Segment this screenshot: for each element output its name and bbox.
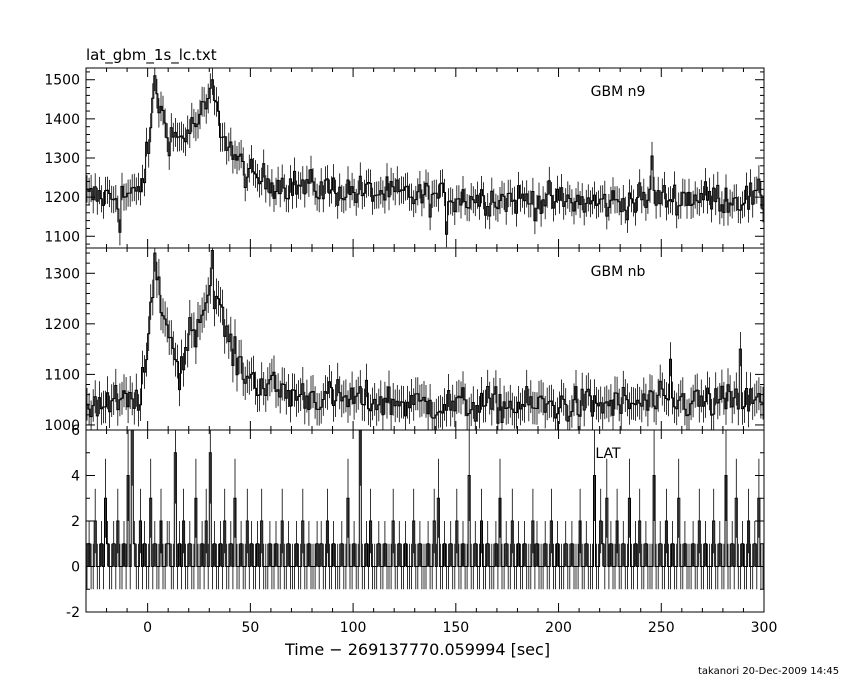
x-tick-label: 200 xyxy=(545,620,572,636)
x-tick-label: 100 xyxy=(340,620,367,636)
y-tick-label: 1400 xyxy=(44,112,80,128)
y-tick-label: 0 xyxy=(71,560,80,576)
x-tick-label: 250 xyxy=(648,620,675,636)
x-axis-label: Time − 269137770.059994 [sec] xyxy=(285,640,551,659)
y-tick-label: 4 xyxy=(71,469,80,485)
y-tick-label: 1200 xyxy=(44,317,80,333)
y-tick-label: 6 xyxy=(71,423,80,439)
y-tick-label: 1100 xyxy=(44,229,80,245)
x-tick-label: 300 xyxy=(751,620,778,636)
y-tick-label: 1300 xyxy=(44,151,80,167)
y-tick-label: -2 xyxy=(66,605,80,621)
y-tick-label: 2 xyxy=(71,514,80,530)
x-tick-label: 150 xyxy=(442,620,469,636)
series-line xyxy=(86,430,764,567)
y-tick-label: 1000 xyxy=(44,418,80,434)
series-line xyxy=(86,250,764,424)
panel-label: GBM n9 xyxy=(591,84,646,100)
x-tick-label: 50 xyxy=(241,620,259,636)
x-tick-label: 0 xyxy=(143,620,152,636)
y-tick-label: 1100 xyxy=(44,367,80,383)
panel-frame xyxy=(85,67,765,249)
panel-label: LAT xyxy=(595,446,621,462)
chart-title: lat_gbm_1s_lc.txt xyxy=(86,46,217,64)
panel-label: GBM nb xyxy=(591,264,646,280)
y-tick-label: 1500 xyxy=(44,73,80,89)
series-errorbars xyxy=(86,68,764,248)
series-line xyxy=(86,75,764,235)
y-tick-label: 1200 xyxy=(44,190,80,206)
footer-stamp: takanori 20-Dec-2009 14:45 xyxy=(698,666,840,677)
y-tick-label: 1300 xyxy=(44,266,80,282)
